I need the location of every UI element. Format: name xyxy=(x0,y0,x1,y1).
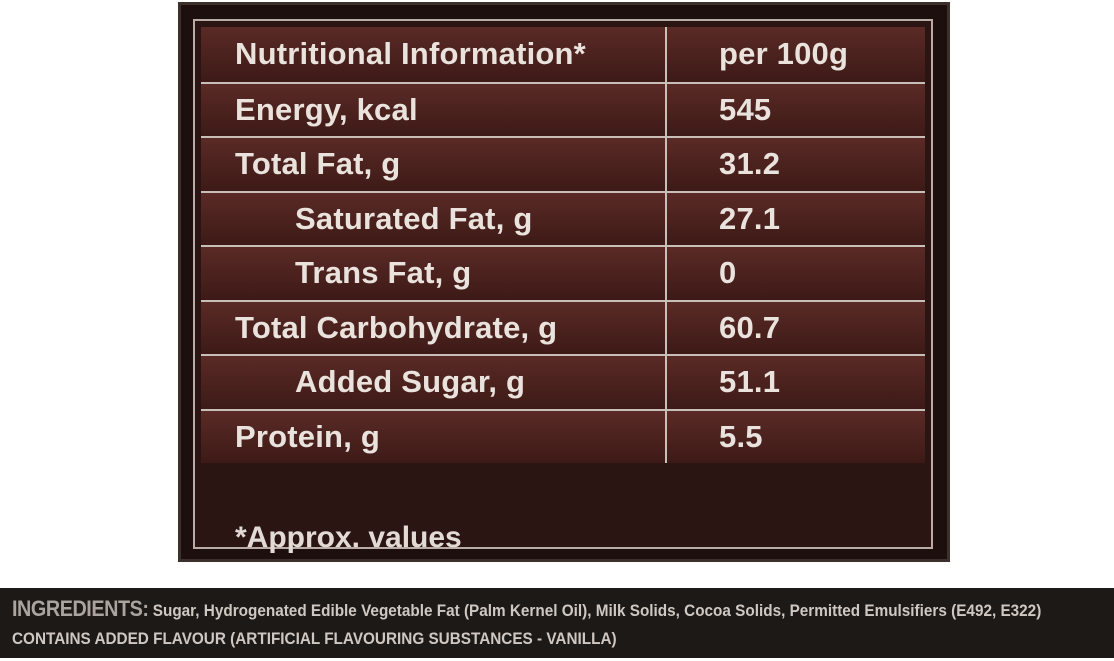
table-row-protein: Protein, g 5.5 xyxy=(201,408,925,463)
table-header-row: Nutritional Information* per 100g xyxy=(201,27,925,82)
row-value: 5.5 xyxy=(665,410,925,463)
row-value: 0 xyxy=(665,247,925,300)
row-label: Added Sugar, g xyxy=(201,356,665,409)
row-value: 51.1 xyxy=(665,356,925,409)
nutrition-panel: Nutritional Information* per 100g Energy… xyxy=(178,2,950,562)
flavour-line: CONTAINS ADDED FLAVOUR (ARTIFICIAL FLAVO… xyxy=(12,624,1114,654)
table-row-total-fat: Total Fat, g 31.2 xyxy=(201,136,925,191)
row-value: 27.1 xyxy=(665,192,925,245)
table-row-trans-fat: Trans Fat, g 0 xyxy=(201,245,925,300)
row-label: Total Carbohydrate, g xyxy=(201,301,665,354)
row-label: Saturated Fat, g xyxy=(201,192,665,245)
row-value: 31.2 xyxy=(665,138,925,191)
row-label: Total Fat, g xyxy=(201,138,665,191)
table-row-energy: Energy, kcal 545 xyxy=(201,81,925,136)
nutrition-table: Nutritional Information* per 100g Energy… xyxy=(201,27,925,463)
ingredients-strip: INGREDIENTS: Sugar, Hydrogenated Edible … xyxy=(0,588,1114,658)
ingredients-heading: INGREDIENTS: xyxy=(12,596,149,621)
header-label: Nutritional Information* xyxy=(201,27,665,82)
row-label: Protein, g xyxy=(201,410,665,463)
ingredients-text: Sugar, Hydrogenated Edible Vegetable Fat… xyxy=(152,601,1042,620)
row-value: 545 xyxy=(665,83,925,136)
table-row-total-carbohydrate: Total Carbohydrate, g 60.7 xyxy=(201,299,925,354)
added-flavour-text: CONTAINS ADDED FLAVOUR (ARTIFICIAL FLAVO… xyxy=(12,629,617,648)
ingredients-line: INGREDIENTS: Sugar, Hydrogenated Edible … xyxy=(12,594,1114,624)
row-value: 60.7 xyxy=(665,301,925,354)
table-row-saturated-fat: Saturated Fat, g 27.1 xyxy=(201,190,925,245)
table-row-added-sugar: Added Sugar, g 51.1 xyxy=(201,354,925,409)
approx-values-footnote: *Approx. values xyxy=(235,521,462,554)
nutrition-table-frame: Nutritional Information* per 100g Energy… xyxy=(193,19,933,554)
row-label: Energy, kcal xyxy=(201,83,665,136)
row-label: Trans Fat, g xyxy=(201,247,665,300)
header-value: per 100g xyxy=(665,27,925,82)
